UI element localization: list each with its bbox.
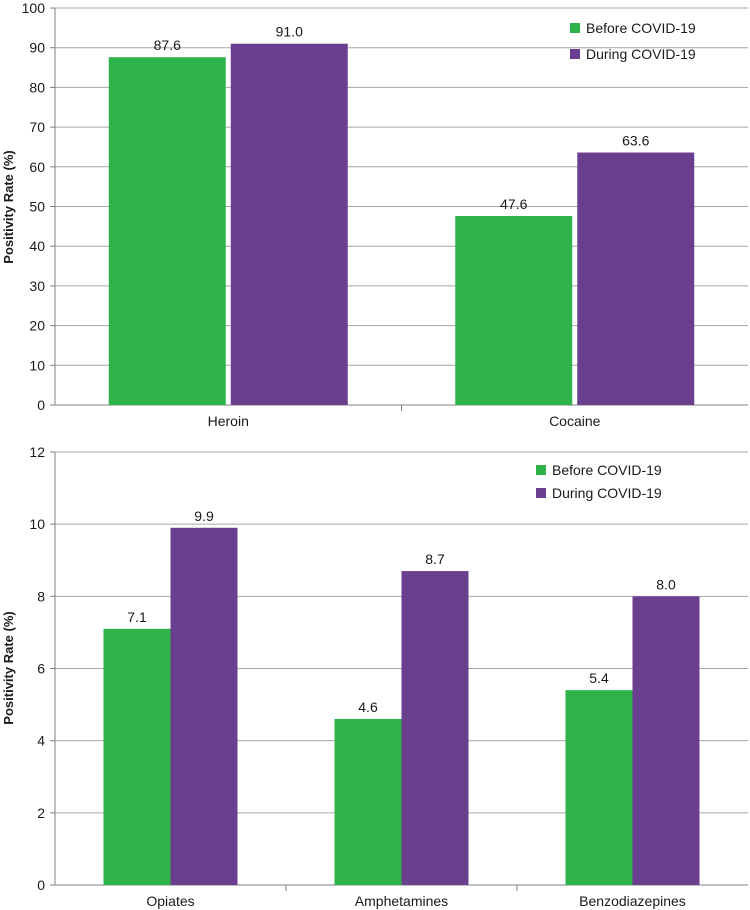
data-label: 9.9 bbox=[194, 508, 214, 524]
y-tick-label: 6 bbox=[37, 661, 45, 677]
bar-before-amphetamines bbox=[334, 719, 402, 885]
legend-swatch bbox=[536, 465, 546, 475]
bar-before-opiates bbox=[103, 628, 171, 885]
chart-panel-bottom: 0 2 4 6 8 10 12 Positivity Rate (%) 7.1 9.9 Opiate… bbox=[1, 444, 748, 909]
data-label: 91.0 bbox=[276, 24, 303, 40]
data-label: 7.1 bbox=[127, 609, 147, 625]
y-tick-label: 60 bbox=[29, 159, 45, 175]
bar-during-opiates bbox=[170, 527, 238, 885]
chart-panel-top: 0 10 20 30 40 50 60 70 80 90 100 Positivity Rate (%… bbox=[1, 0, 748, 429]
y-tick-label: 50 bbox=[29, 199, 45, 215]
x-category-label: Opiates bbox=[146, 893, 194, 909]
y-tick-label: 10 bbox=[29, 516, 45, 532]
bar-during-heroin bbox=[230, 43, 348, 405]
legend-swatch bbox=[570, 23, 580, 33]
data-label: 63.6 bbox=[622, 133, 649, 149]
legend-label: Before COVID-19 bbox=[552, 462, 662, 478]
bar-during-amphetamines bbox=[401, 571, 469, 885]
y-tick-label: 0 bbox=[37, 877, 45, 893]
legend-swatch bbox=[570, 49, 580, 59]
x-category-label: Heroin bbox=[208, 413, 249, 429]
data-label: 5.4 bbox=[589, 670, 609, 686]
y-tick-label: 12 bbox=[29, 444, 45, 460]
data-label: 8.0 bbox=[656, 576, 676, 592]
x-category-label: Cocaine bbox=[549, 413, 601, 429]
y-tick-label: 10 bbox=[29, 357, 45, 373]
x-category-label: Benzodiazepines bbox=[579, 893, 686, 909]
data-label: 47.6 bbox=[500, 196, 527, 212]
bar-during-cocaine bbox=[577, 152, 695, 405]
legend-swatch bbox=[536, 488, 546, 498]
bar-before-cocaine bbox=[455, 216, 573, 405]
y-tick-label: 8 bbox=[37, 588, 45, 604]
data-label: 4.6 bbox=[358, 699, 378, 715]
y-axis-title: Positivity Rate (%) bbox=[1, 611, 16, 724]
y-tick-label: 0 bbox=[37, 397, 45, 413]
bar-before-benzodiazepines bbox=[565, 690, 633, 885]
y-axis-title: Positivity Rate (%) bbox=[1, 150, 16, 263]
y-tick-label: 30 bbox=[29, 278, 45, 294]
legend-label: During COVID-19 bbox=[552, 485, 662, 501]
y-tick-label: 4 bbox=[37, 733, 45, 749]
y-tick-label: 2 bbox=[37, 805, 45, 821]
data-label: 8.7 bbox=[425, 551, 445, 567]
y-tick-label: 90 bbox=[29, 40, 45, 56]
y-tick-label: 40 bbox=[29, 238, 45, 254]
bar-during-benzodiazepines bbox=[632, 596, 700, 885]
x-category-label: Amphetamines bbox=[355, 893, 448, 909]
data-label: 87.6 bbox=[154, 37, 181, 53]
y-tick-label: 100 bbox=[22, 0, 46, 16]
legend-label: Before COVID-19 bbox=[586, 20, 696, 36]
y-tick-label: 70 bbox=[29, 119, 45, 135]
legend-label: During COVID-19 bbox=[586, 46, 696, 62]
y-tick-label: 20 bbox=[29, 318, 45, 334]
y-tick-label: 80 bbox=[29, 79, 45, 95]
bar-before-heroin bbox=[108, 57, 226, 406]
